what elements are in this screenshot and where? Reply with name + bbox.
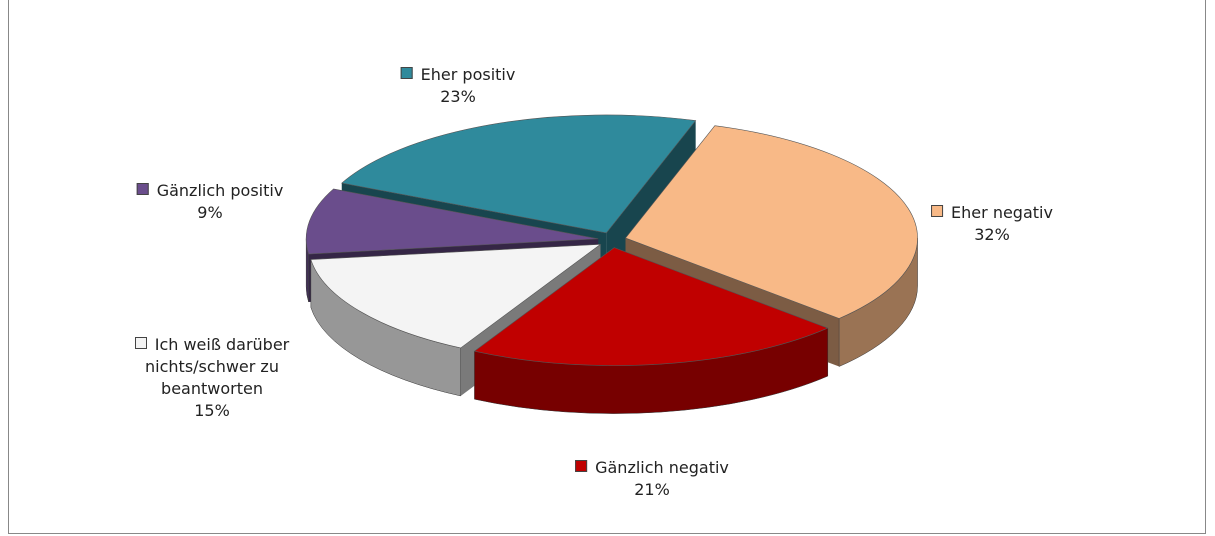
- category-name: Eher negativ: [951, 203, 1053, 222]
- category-name: Eher positiv: [420, 65, 516, 84]
- value-label: 32%: [974, 225, 1010, 244]
- legend-swatch: [134, 337, 147, 349]
- slice: [341, 114, 697, 234]
- legend-swatch: [931, 205, 944, 217]
- frame: [8, 0, 1206, 534]
- slice-label: Ich weiß darüber nichts/schwer zu beantw…: [112, 334, 312, 422]
- slice: [305, 188, 599, 255]
- slice-label: Eher negativ 32%: [931, 202, 1053, 246]
- category-name: Gänzlich positiv: [156, 181, 284, 200]
- value-label: 23%: [440, 87, 476, 106]
- slice-label: Eher positiv 23%: [400, 64, 516, 108]
- category-name: Gänzlich negativ: [595, 458, 729, 477]
- slice: [473, 247, 829, 366]
- value-label: 21%: [634, 480, 670, 499]
- value-label: 9%: [197, 203, 223, 222]
- legend-swatch: [575, 460, 588, 472]
- slice: [310, 243, 602, 349]
- legend-swatch: [400, 67, 413, 79]
- slice: [625, 125, 918, 319]
- slice-label: Gänzlich negativ 21%: [575, 457, 729, 501]
- legend-swatch: [136, 183, 149, 195]
- slice-label: Gänzlich positiv 9%: [136, 180, 284, 224]
- value-label: 15%: [194, 401, 230, 420]
- category-name: Ich weiß darüber nichts/schwer zu beantw…: [145, 335, 290, 398]
